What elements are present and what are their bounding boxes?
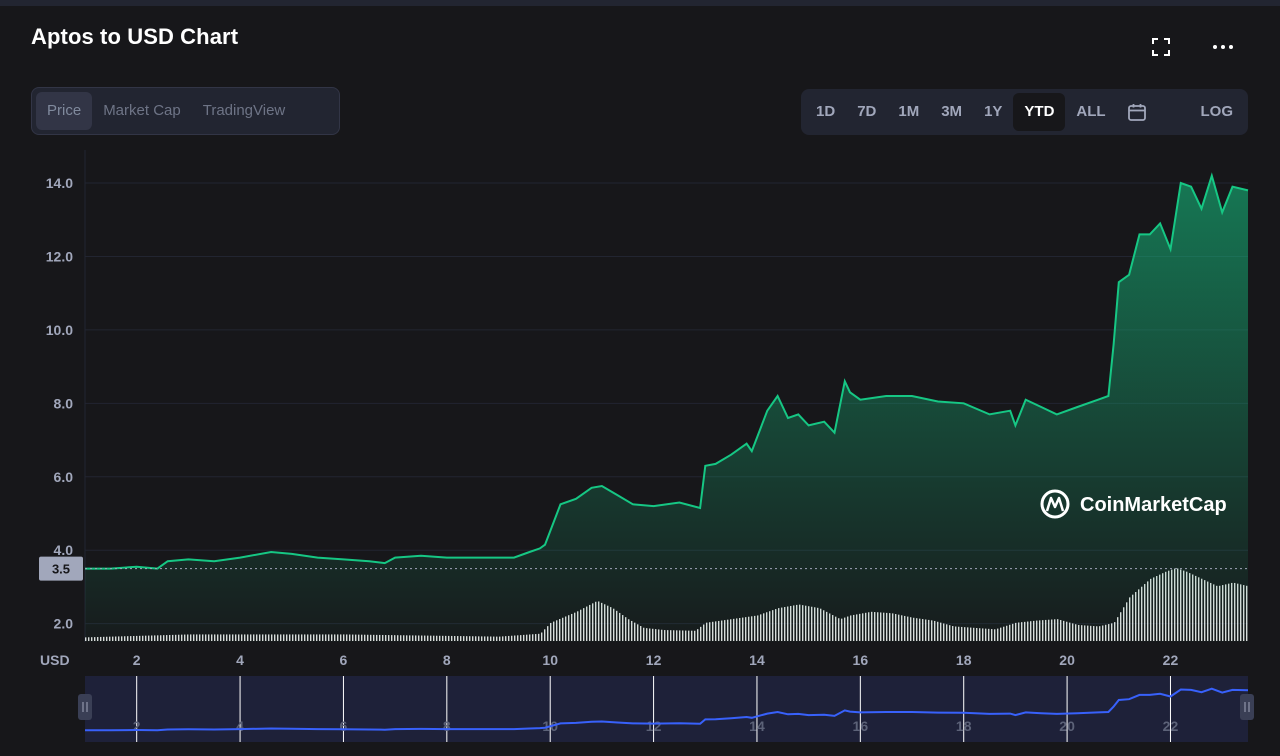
x-tick-label: 22 bbox=[1163, 652, 1179, 668]
navigator-tick-label: 4 bbox=[236, 718, 244, 734]
price-area-fill bbox=[85, 175, 1248, 642]
y-tick-label: 4.0 bbox=[54, 542, 74, 558]
navigator-right-handle[interactable] bbox=[1240, 694, 1254, 720]
navigator-line bbox=[85, 687, 1249, 732]
calendar-icon[interactable] bbox=[1117, 93, 1157, 131]
range-ytd[interactable]: YTD bbox=[1013, 93, 1066, 131]
top-border bbox=[0, 0, 1280, 6]
navigator-tick-label: 16 bbox=[853, 718, 869, 734]
navigator-tick-label: 20 bbox=[1059, 718, 1075, 734]
current-price-marker bbox=[39, 556, 83, 581]
x-tick-label: 20 bbox=[1059, 652, 1075, 668]
x-tick-label: 6 bbox=[340, 652, 348, 668]
navigator-tick-label: 22 bbox=[1163, 718, 1179, 734]
x-tick-label: 4 bbox=[236, 652, 244, 668]
x-tick-label: 2 bbox=[133, 652, 141, 668]
tab-tradingview[interactable]: TradingView bbox=[202, 102, 286, 119]
coinmarketcap-watermark: CoinMarketCap bbox=[1040, 489, 1227, 519]
watermark-text: CoinMarketCap bbox=[1080, 494, 1227, 516]
more-horizontal-icon[interactable] bbox=[1208, 32, 1238, 62]
y-tick-label: 12.0 bbox=[46, 248, 73, 264]
tab-price[interactable]: Price bbox=[36, 92, 93, 130]
navigator-panel[interactable] bbox=[85, 676, 1248, 742]
y-tick-label: 14.0 bbox=[46, 175, 73, 191]
chart-type-tabs: Price Market Cap TradingView bbox=[31, 87, 340, 135]
range-1y[interactable]: 1Y bbox=[984, 103, 1003, 120]
range-3m[interactable]: 3M bbox=[941, 103, 963, 120]
chart-title: Aptos to USD Chart bbox=[31, 24, 239, 49]
range-1d[interactable]: 1D bbox=[816, 103, 836, 120]
range-7d[interactable]: 7D bbox=[857, 103, 877, 120]
y-tick-label: 2.0 bbox=[54, 616, 74, 632]
navigator-tick-label: 8 bbox=[443, 718, 451, 734]
range-all[interactable]: ALL bbox=[1076, 103, 1106, 120]
current-price-label: 3.5 bbox=[52, 562, 70, 577]
price-line[interactable] bbox=[85, 172, 1249, 570]
x-tick-label: 14 bbox=[749, 652, 765, 668]
x-tick-label: 16 bbox=[853, 652, 869, 668]
tab-market-cap[interactable]: Market Cap bbox=[103, 102, 181, 119]
time-range-selector: 1D 7D 1M 3M 1Y YTD ALL LOG bbox=[801, 89, 1248, 135]
navigator-tick-label: 14 bbox=[749, 718, 765, 734]
navigator-tick-label: 18 bbox=[956, 718, 972, 734]
navigator-tick-label: 6 bbox=[340, 718, 348, 734]
y-tick-label: 6.0 bbox=[54, 469, 74, 485]
range-1m[interactable]: 1M bbox=[898, 103, 920, 120]
x-tick-label: 12 bbox=[646, 652, 662, 668]
x-tick-label: 10 bbox=[542, 652, 558, 668]
log-scale-toggle[interactable]: LOG bbox=[1200, 103, 1234, 120]
y-tick-label: 10.0 bbox=[46, 322, 73, 338]
fullscreen-icon[interactable] bbox=[1146, 32, 1176, 62]
x-tick-label: 18 bbox=[956, 652, 972, 668]
y-tick-label: 8.0 bbox=[54, 395, 74, 411]
navigator-tick-label: 12 bbox=[646, 718, 662, 734]
navigator-left-handle[interactable] bbox=[78, 694, 92, 720]
y-axis-unit-label: USD bbox=[40, 652, 70, 668]
navigator-tick-label: 2 bbox=[133, 718, 141, 734]
coinmarketcap-logo-icon bbox=[1040, 489, 1070, 519]
x-tick-label: 8 bbox=[443, 652, 451, 668]
